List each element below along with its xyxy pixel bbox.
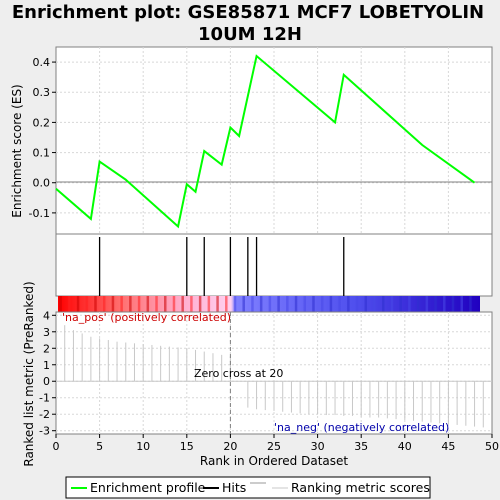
- color-bar-stripe: [347, 296, 350, 312]
- color-bar-stripe: [294, 296, 298, 312]
- color-bar-stripe: [198, 296, 202, 312]
- x-tick-label: 10: [136, 440, 150, 453]
- x-tick-label: 50: [485, 440, 499, 453]
- x-tick-label: 25: [267, 440, 281, 453]
- color-bar-stripe: [225, 296, 228, 312]
- x-tick-label: 20: [223, 440, 237, 453]
- rank-y-tick-label: 2: [43, 342, 50, 355]
- rank-y-tick-label: -3: [39, 425, 50, 438]
- color-bar-stripe: [443, 296, 446, 312]
- color-bar-stripe: [469, 296, 472, 312]
- rank-y-axis-label: Ranked list metric (PreRanked): [22, 281, 36, 466]
- color-bar-stripe: [102, 296, 106, 312]
- chart-title-line2: 10UM 12H: [198, 24, 302, 45]
- color-bar-stripe: [233, 296, 237, 312]
- color-bar-stripe: [259, 296, 263, 312]
- color-bar-stripe: [460, 296, 463, 312]
- x-axis-label: Rank in Ordered Dataset: [200, 454, 348, 468]
- color-bar-stripe: [364, 296, 368, 312]
- rank-y-tick-label: 3: [43, 326, 50, 339]
- legend-hits: Hits: [222, 480, 246, 495]
- color-bar-stripe: [242, 296, 245, 312]
- color-bar-stripe: [355, 296, 359, 312]
- x-tick-label: 5: [96, 440, 103, 453]
- color-bar-stripe: [181, 296, 184, 312]
- color-bar-stripe: [164, 296, 167, 312]
- x-tick-label: 45: [441, 440, 455, 453]
- x-tick-label: 40: [398, 440, 412, 453]
- es-y-axis-label: Enrichment score (ES): [10, 84, 24, 217]
- ranking-panel: -3 -2 -1 0 1 2 3 4 'na_pos' (positively correla…: [39, 309, 493, 438]
- color-bar-stripe: [329, 296, 333, 312]
- color-bar-stripe: [172, 296, 176, 312]
- legend-enrichment-profile: Enrichment profile: [90, 480, 206, 495]
- color-bar-stripe: [416, 296, 420, 312]
- color-bar-stripe: [382, 296, 385, 312]
- color-bar-stripe: [146, 296, 150, 312]
- positive-correlation-label: 'na_pos' (positively correlated): [62, 311, 231, 324]
- es-y-tick-label: 0.4: [33, 56, 51, 69]
- es-y-tick-label: 0.0: [33, 177, 51, 190]
- color-bar-stripe: [76, 296, 80, 312]
- color-bar-stripe: [207, 296, 211, 312]
- color-bar-stripe: [85, 296, 89, 312]
- color-bar-stripe: [399, 296, 402, 312]
- color-bar-stripe: [120, 296, 123, 312]
- rank-y-tick-label: -2: [39, 408, 50, 421]
- es-y-tick-label: 0.2: [33, 116, 51, 129]
- rank-y-tick-label: 4: [43, 309, 50, 322]
- color-bar-stripe: [155, 296, 158, 312]
- x-tick-label: 15: [180, 440, 194, 453]
- color-bar-stripe: [434, 296, 437, 312]
- es-y-tick-label: 0.3: [33, 86, 51, 99]
- color-bar-stripe: [312, 296, 315, 312]
- x-axis: 0 5 10 15 20 25 30 35 40 45 50: [53, 434, 499, 453]
- chart-title-line1: Enrichment plot: GSE85871 MCF7 LOBETYOLI…: [12, 2, 484, 23]
- color-bar-stripe: [111, 296, 115, 312]
- color-bar-stripe: [94, 296, 97, 312]
- color-bar-stripe: [286, 296, 289, 312]
- color-bar-stripe: [320, 296, 324, 312]
- ranking-color-bar: [58, 296, 480, 312]
- color-bar-stripe: [373, 296, 376, 312]
- color-bar-stripe: [216, 296, 219, 312]
- x-tick-label: 35: [354, 440, 368, 453]
- enrichment-profile-line: [55, 54, 476, 229]
- color-bar-stripe: [408, 296, 411, 312]
- x-tick-label: 0: [53, 440, 60, 453]
- color-bar-stripe: [68, 296, 71, 312]
- es-y-tick-label: 0.1: [33, 147, 51, 160]
- rank-y-tick-label: -1: [39, 392, 50, 405]
- color-bar-stripe: [303, 296, 307, 312]
- color-bar-stripe: [251, 296, 254, 312]
- zero-cross-label: Zero cross at 20: [194, 367, 283, 380]
- hits-panel: [55, 233, 493, 297]
- negative-correlation-label: 'na_neg' (negatively correlated): [274, 421, 449, 434]
- color-bar-stripe: [59, 296, 62, 312]
- x-tick-label: 30: [311, 440, 325, 453]
- color-bar-stripe: [451, 296, 455, 312]
- color-bar-stripe: [425, 296, 429, 312]
- rank-y-tick-label: 1: [43, 359, 50, 372]
- color-bar-stripe: [390, 296, 394, 312]
- color-bar-stripe: [129, 296, 132, 312]
- color-bar-stripe: [277, 296, 280, 312]
- es-y-tick-label: -0.1: [29, 207, 50, 220]
- rank-y-tick-label: 0: [43, 375, 50, 388]
- color-bar-stripe: [268, 296, 272, 312]
- legend: Enrichment profile Hits Ranking metric s…: [65, 476, 431, 499]
- color-bar-stripe: [137, 296, 141, 312]
- legend-ranking-metric: Ranking metric scores: [291, 480, 430, 495]
- color-bar-stripe: [338, 296, 341, 312]
- es-panel: -0.1 0.0 0.1 0.2 0.3 0.4: [29, 46, 493, 235]
- color-bar-stripe: [190, 296, 193, 312]
